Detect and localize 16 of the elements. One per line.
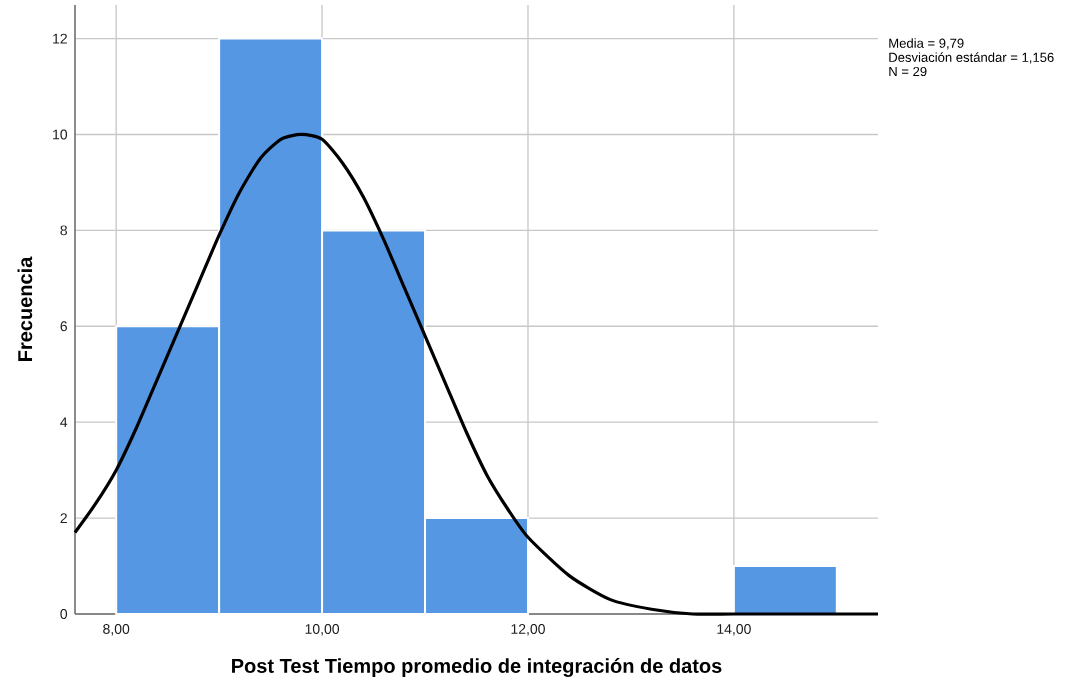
y-tick-label: 0 [60, 609, 68, 619]
x-tick-label: 14,00 [717, 624, 751, 636]
y-tick-label: 12 [53, 33, 67, 44]
y-tick-label: 6 [60, 321, 68, 332]
text: Media = 9,79 [889, 38, 964, 50]
y-tick-label: 4 [60, 417, 68, 427]
text: Desviación estándar = 1,156 [889, 52, 1054, 64]
text: N = 29 [889, 66, 927, 77]
x-tick-label: 8,00 [103, 624, 130, 636]
x-tick-label: 12,00 [511, 624, 545, 636]
y-tick-label: 10 [53, 129, 68, 140]
y-tick-label: 2 [60, 513, 67, 523]
y-tick-label: 8 [60, 225, 68, 236]
y-axis-title: Frecuencia [17, 256, 33, 361]
x-axis-title: Post Test Tiempo promedio de integración de datos [232, 658, 722, 678]
x-tick-label: 10,00 [305, 624, 340, 636]
